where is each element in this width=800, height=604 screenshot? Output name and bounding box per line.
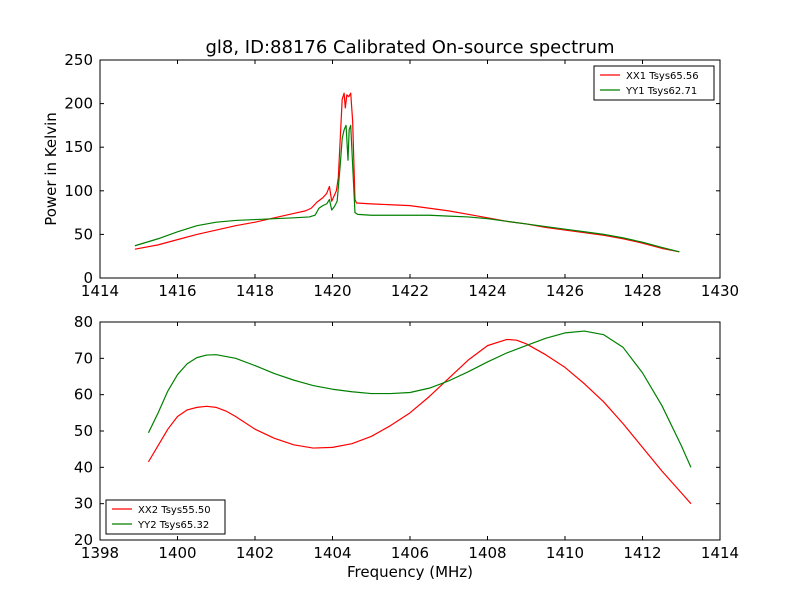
bottom-series-green-line xyxy=(147,330,692,468)
top-x-tick-label: 1420 xyxy=(313,282,351,300)
top-y-tick-label: 50 xyxy=(74,225,93,243)
top-x-tick-label: 1414 xyxy=(81,282,119,300)
bottom-y-tick-label: 40 xyxy=(74,458,93,476)
bottom-x-tick-label: 1408 xyxy=(468,544,506,562)
bottom-y-tick-label: 20 xyxy=(74,531,93,549)
bottom-series-red-line xyxy=(147,338,692,505)
bottom-legend-label: XX2 Tsys55.50 xyxy=(138,505,211,516)
bottom-y-tick-label: 30 xyxy=(74,495,93,513)
bottom-x-tick-label: 1414 xyxy=(701,544,739,562)
top-legend-label: XX1 Tsys65.56 xyxy=(626,71,699,82)
bottom-x-tick-label: 1412 xyxy=(623,544,661,562)
bottom-x-tick-label: 1406 xyxy=(391,544,429,562)
bottom-legend xyxy=(105,499,226,535)
top-x-tick-label: 1424 xyxy=(468,282,506,300)
top-panel: 1414 1416 1418 1420 1422 1424 1426 1428 1430 0 50 1… xyxy=(64,51,739,300)
top-x-tick-label: 1418 xyxy=(236,282,274,300)
top-y-tick-label: 200 xyxy=(64,95,93,113)
top-series-green-line xyxy=(134,124,680,253)
bottom-x-tick-label: 1404 xyxy=(313,544,351,562)
bottom-legend-label: YY2 Tsys65.32 xyxy=(137,520,209,531)
bottom-x-tick-label: 1398 xyxy=(81,544,119,562)
bottom-panel: 1398 1400 1402 1404 1406 1408 1410 1412 1414 20 30… xyxy=(74,313,739,562)
top-x-tick-label: 1416 xyxy=(158,282,196,300)
top-panel-y-axis-label: Power in Kelvin xyxy=(42,112,60,226)
chart-title: gl8, ID:88176 Calibrated On-source spect… xyxy=(205,37,614,58)
top-x-tick-label: 1428 xyxy=(623,282,661,300)
bottom-x-tick-label: 1400 xyxy=(158,544,196,562)
top-y-tick-label: 100 xyxy=(64,182,93,200)
bottom-x-tick-label: 1410 xyxy=(546,544,584,562)
bottom-panel-x-axis-label: Frequency (MHz) xyxy=(347,563,473,581)
top-series-red-line xyxy=(134,92,680,253)
bottom-x-tick-label: 1402 xyxy=(236,544,274,562)
top-x-tick-label: 1422 xyxy=(391,282,429,300)
bottom-y-tick-label: 60 xyxy=(74,386,93,404)
top-y-tick-label: 150 xyxy=(64,138,93,156)
top-legend xyxy=(593,65,715,101)
top-legend-label: YY1 Tsys62.71 xyxy=(625,86,697,97)
top-x-tick-label: 1426 xyxy=(546,282,584,300)
top-y-tick-label: 0 xyxy=(83,269,93,287)
bottom-y-tick-label: 70 xyxy=(74,349,93,367)
bottom-y-tick-label: 80 xyxy=(74,313,93,331)
top-x-tick-label: 1430 xyxy=(701,282,739,300)
top-y-tick-label: 250 xyxy=(64,51,93,69)
bottom-y-tick-label: 50 xyxy=(74,422,93,440)
